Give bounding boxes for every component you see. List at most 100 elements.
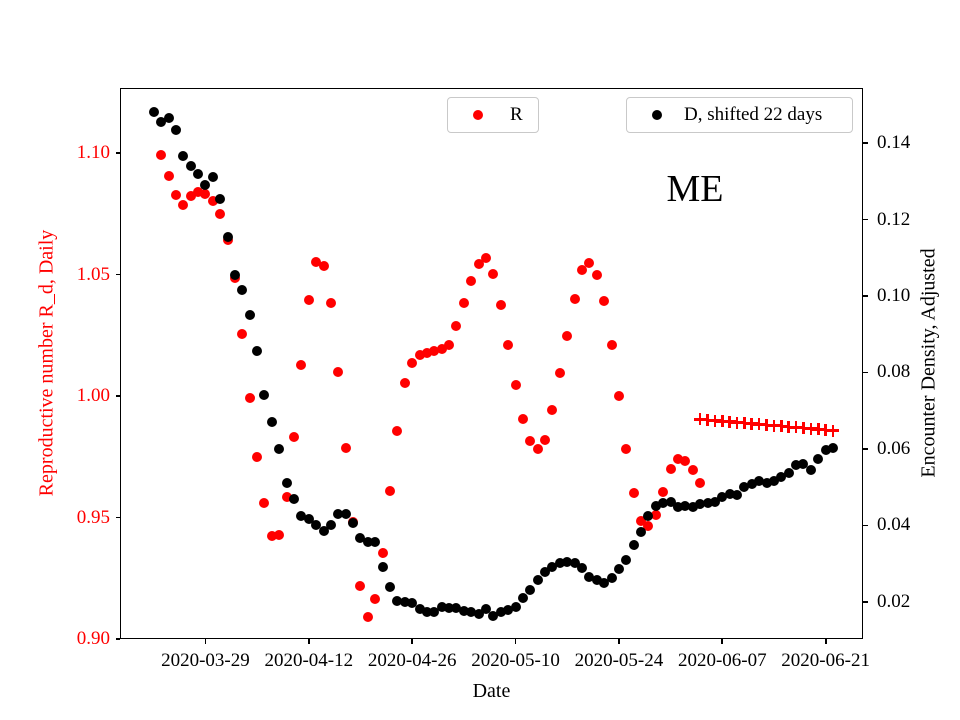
- data-point-d: [244, 310, 255, 321]
- data-point-r: [407, 357, 418, 368]
- y-right-tick-label: 0.12: [877, 208, 911, 230]
- x-tick-label: 2020-03-29: [161, 650, 250, 671]
- data-point-r: [385, 485, 395, 496]
- data-point-r: [170, 189, 181, 200]
- data-point-r: [613, 391, 624, 402]
- data-point-d: [695, 499, 706, 510]
- y-left-tick-label: 1.00: [76, 385, 110, 407]
- x-axis-title: Date: [472, 680, 511, 702]
- data-point-r: [540, 435, 551, 446]
- data-point-d: [532, 575, 543, 586]
- data-point-d: [385, 581, 395, 592]
- data-point-d: [569, 557, 580, 568]
- data-point-d: [643, 510, 654, 521]
- data-point-d: [820, 445, 831, 456]
- data-point-d: [237, 285, 248, 296]
- state-annotation: ME: [666, 168, 724, 210]
- data-point-plus: [701, 413, 714, 426]
- data-point-d: [170, 124, 181, 135]
- y-right-tick-mark: [863, 448, 868, 450]
- data-point-r: [156, 149, 167, 160]
- y-left-tick-label: 1.05: [76, 263, 110, 285]
- data-point-d: [628, 539, 639, 550]
- data-point-d: [754, 476, 765, 487]
- data-point-r: [444, 339, 455, 350]
- y-left-tick-mark: [115, 273, 120, 276]
- data-point-d: [761, 477, 772, 488]
- x-tick-mark: [721, 639, 724, 644]
- data-point-r: [200, 188, 211, 199]
- data-point-r: [399, 377, 410, 388]
- data-point-r: [193, 187, 204, 198]
- data-point-d: [739, 481, 750, 492]
- data-point-d: [584, 571, 595, 582]
- data-point-d: [259, 390, 270, 401]
- data-point-d: [510, 602, 521, 613]
- data-point-d: [436, 602, 447, 613]
- data-point-d: [687, 501, 698, 512]
- data-point-r: [643, 520, 654, 531]
- legend-r-label: R: [510, 104, 523, 125]
- data-point-r: [362, 611, 373, 622]
- y-right-tick-label: 0.04: [877, 514, 911, 536]
- y-left-tick-mark: [115, 516, 120, 519]
- data-point-r: [672, 453, 683, 464]
- data-point-plus: [797, 422, 810, 435]
- data-point-d: [717, 492, 728, 503]
- data-point-r: [318, 260, 329, 271]
- data-point-r: [274, 530, 285, 541]
- data-point-plus: [767, 419, 780, 432]
- data-point-r: [185, 191, 196, 202]
- data-point-d: [798, 458, 809, 469]
- data-point-plus: [782, 420, 795, 433]
- data-point-r: [355, 581, 366, 592]
- data-point-r: [473, 259, 484, 270]
- data-point-d: [606, 573, 617, 584]
- data-point-d: [466, 607, 477, 618]
- data-point-r: [488, 268, 499, 279]
- data-point-plus: [819, 424, 832, 437]
- y-left-tick-mark: [115, 638, 120, 640]
- data-point-r: [532, 444, 543, 455]
- data-point-plus: [745, 417, 758, 430]
- y-right-tick-label: 0.14: [877, 132, 911, 154]
- data-point-r: [436, 344, 447, 355]
- data-point-d: [392, 595, 403, 606]
- data-point-d: [665, 497, 676, 508]
- data-point-d: [325, 520, 336, 531]
- x-tick-label: 2020-04-12: [264, 650, 354, 671]
- y-right-tick-mark: [863, 371, 868, 374]
- data-point-d: [813, 454, 824, 465]
- data-point-d: [311, 520, 322, 531]
- data-point-d: [458, 605, 469, 616]
- data-point-d: [318, 525, 329, 536]
- data-point-d: [702, 498, 713, 509]
- x-tick-label: 2020-04-26: [367, 650, 457, 671]
- data-point-d: [407, 598, 418, 609]
- data-point-r: [510, 380, 521, 391]
- y-right-tick-label: 0.02: [877, 590, 911, 612]
- data-point-d: [333, 508, 344, 519]
- data-point-plus: [760, 418, 773, 431]
- data-point-plus: [753, 418, 766, 431]
- data-point-d: [768, 476, 779, 487]
- data-point-r: [554, 368, 565, 379]
- y-left-tick-label: 1.10: [76, 142, 110, 164]
- y-right-tick-label: 0.08: [877, 361, 911, 383]
- x-tick-label: 2020-06-07: [677, 650, 767, 671]
- data-point-d: [274, 443, 285, 454]
- data-point-d: [488, 611, 499, 622]
- data-point-d: [783, 468, 794, 479]
- data-point-r: [451, 321, 462, 332]
- data-point-r: [281, 492, 292, 503]
- data-point-r: [377, 547, 388, 558]
- plot-area: [120, 88, 863, 639]
- data-point-r: [480, 253, 491, 264]
- data-point-plus: [775, 420, 788, 433]
- data-point-d: [658, 498, 669, 509]
- data-point-r: [178, 199, 189, 210]
- data-point-d: [303, 514, 314, 525]
- x-tick-label: 2020-05-10: [471, 650, 560, 671]
- data-point-r: [244, 393, 255, 404]
- data-point-r: [392, 425, 403, 436]
